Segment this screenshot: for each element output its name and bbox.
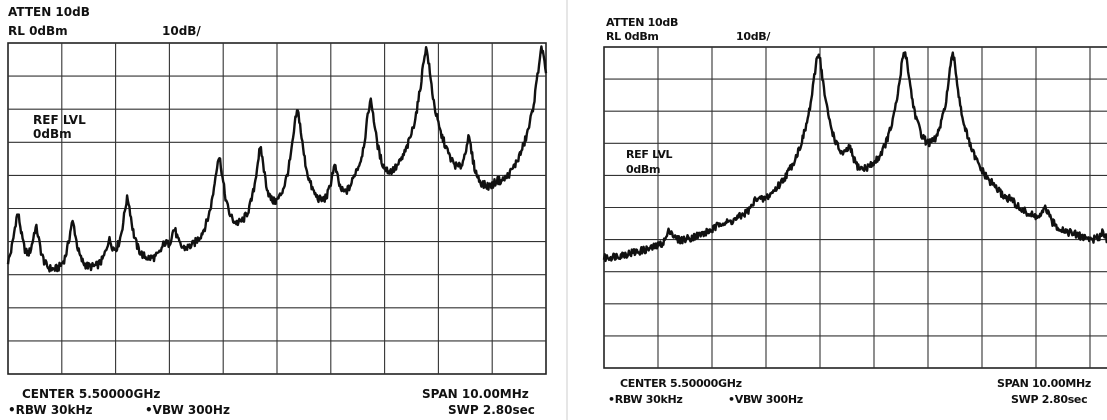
vbw-label: •VBW 300Hz [728, 393, 803, 406]
scale-label: 10dB/ [162, 24, 201, 38]
spectrum-screen-left [6, 42, 548, 375]
spectrum-trace [602, 51, 1107, 263]
atten-label: ATTEN 10dB [606, 16, 679, 29]
panel-divider [566, 0, 568, 420]
ref-level-value: 0dBm [626, 163, 661, 176]
spectrum-panel-left: ATTEN 10dB RL 0dBm 10dB/ REF LVL 0dBm CE… [6, 5, 548, 417]
vbw-label: •VBW 300Hz [145, 403, 230, 417]
ref-level-title: REF LVL [626, 148, 673, 161]
sweep-time-label: SWP 2.80sec [448, 403, 535, 417]
span-label: SPAN 10.00MHz [997, 377, 1091, 390]
spectrum-trace [6, 45, 548, 273]
rbw-label: •RBW 30kHz [8, 403, 93, 417]
reference-level-label: RL 0dBm [8, 24, 68, 38]
ref-level-value: 0dBm [33, 127, 72, 141]
atten-label: ATTEN 10dB [8, 5, 90, 19]
scale-label: 10dB/ [736, 30, 771, 43]
center-frequency-label: CENTER 5.50000GHz [620, 377, 742, 390]
rbw-label: •RBW 30kHz [608, 393, 683, 406]
center-frequency-label: CENTER 5.50000GHz [22, 387, 161, 401]
reference-level-label: RL 0dBm [606, 30, 659, 43]
sweep-time-label: SWP 2.80sec [1011, 393, 1088, 406]
span-label: SPAN 10.00MHz [422, 387, 529, 401]
spectrum-panel-right: ATTEN 10dB RL 0dBm 10dB/ REF LVL 0dBm CE… [580, 0, 1107, 420]
spectrum-screen-right [602, 46, 1107, 369]
ref-level-title: REF LVL [33, 113, 86, 127]
